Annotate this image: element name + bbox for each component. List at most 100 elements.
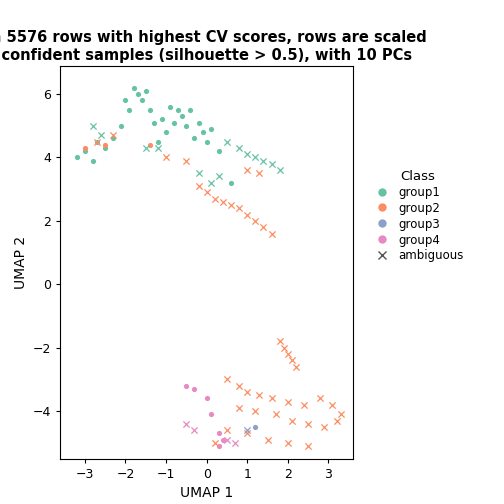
Point xyxy=(219,435,227,444)
Point xyxy=(125,106,134,114)
Point xyxy=(215,172,223,180)
Point xyxy=(288,417,296,425)
Point xyxy=(276,166,284,174)
Point xyxy=(117,122,125,130)
Point xyxy=(97,131,105,139)
Point xyxy=(284,398,292,406)
Point xyxy=(146,141,154,149)
Point xyxy=(276,337,284,345)
Point xyxy=(162,153,170,161)
Point xyxy=(138,96,146,104)
Point xyxy=(109,131,117,139)
Point xyxy=(260,157,268,165)
Point xyxy=(191,426,199,434)
Point xyxy=(251,423,260,431)
Point xyxy=(235,404,243,412)
Point xyxy=(195,169,203,177)
Point xyxy=(317,394,325,402)
Point xyxy=(170,118,178,127)
Point xyxy=(109,135,117,143)
Point xyxy=(256,169,264,177)
Point xyxy=(243,166,251,174)
Point xyxy=(268,229,276,237)
Text: UMAP on 5576 rows with highest CV scores, rows are scaled
41/160 confident sampl: UMAP on 5576 rows with highest CV scores… xyxy=(0,30,426,62)
Point xyxy=(235,382,243,390)
Point xyxy=(174,106,182,114)
Point xyxy=(142,144,150,152)
Point xyxy=(268,160,276,168)
Point xyxy=(329,401,337,409)
X-axis label: UMAP 1: UMAP 1 xyxy=(180,486,233,500)
Point xyxy=(243,426,251,434)
Point xyxy=(243,429,251,437)
Point xyxy=(321,423,329,431)
Point xyxy=(154,138,162,146)
Point xyxy=(300,401,308,409)
Point xyxy=(130,84,138,92)
Point xyxy=(223,375,231,384)
Legend: group1, group2, group3, group4, ambiguous: group1, group2, group3, group4, ambiguou… xyxy=(370,170,464,263)
Point xyxy=(292,363,300,371)
Point xyxy=(215,442,223,450)
Point xyxy=(243,150,251,158)
Point xyxy=(93,138,101,146)
Point xyxy=(337,410,345,418)
Point xyxy=(203,394,211,402)
Point xyxy=(227,201,235,209)
Point xyxy=(207,125,215,133)
Point xyxy=(81,144,89,152)
Point xyxy=(89,157,97,165)
Point xyxy=(333,417,341,425)
Point xyxy=(146,106,154,114)
Point xyxy=(81,147,89,155)
Point xyxy=(215,147,223,155)
Point xyxy=(182,382,191,390)
Point xyxy=(280,344,288,352)
Point xyxy=(73,153,81,161)
Point xyxy=(251,407,260,415)
Point xyxy=(121,96,130,104)
Point xyxy=(182,420,191,428)
Point xyxy=(256,391,264,399)
Point xyxy=(223,138,231,146)
Point xyxy=(243,211,251,219)
Point xyxy=(260,223,268,231)
Point xyxy=(101,144,109,152)
Point xyxy=(251,217,260,225)
Point xyxy=(211,195,219,203)
Point xyxy=(166,103,174,111)
Point xyxy=(207,179,215,187)
Point xyxy=(162,128,170,136)
Point xyxy=(268,394,276,402)
Point xyxy=(191,385,199,393)
Point xyxy=(89,122,97,130)
Point xyxy=(215,429,223,437)
Point xyxy=(284,439,292,447)
Point xyxy=(101,141,109,149)
Point xyxy=(186,106,195,114)
Point xyxy=(288,356,296,364)
Point xyxy=(251,153,260,161)
Point xyxy=(191,135,199,143)
Point xyxy=(243,388,251,396)
Point xyxy=(304,420,312,428)
Point xyxy=(199,128,207,136)
Point xyxy=(227,179,235,187)
Point xyxy=(223,426,231,434)
Point xyxy=(178,112,186,120)
Point xyxy=(231,439,239,447)
Point xyxy=(182,157,191,165)
Point xyxy=(158,115,166,123)
Point xyxy=(150,118,158,127)
Point xyxy=(203,188,211,197)
Point xyxy=(223,435,231,444)
Point xyxy=(134,90,142,98)
Point xyxy=(211,439,219,447)
Point xyxy=(235,204,243,212)
Point xyxy=(284,350,292,358)
Point xyxy=(93,138,101,146)
Point xyxy=(264,435,272,444)
Point xyxy=(207,410,215,418)
Point xyxy=(235,144,243,152)
Point xyxy=(203,138,211,146)
